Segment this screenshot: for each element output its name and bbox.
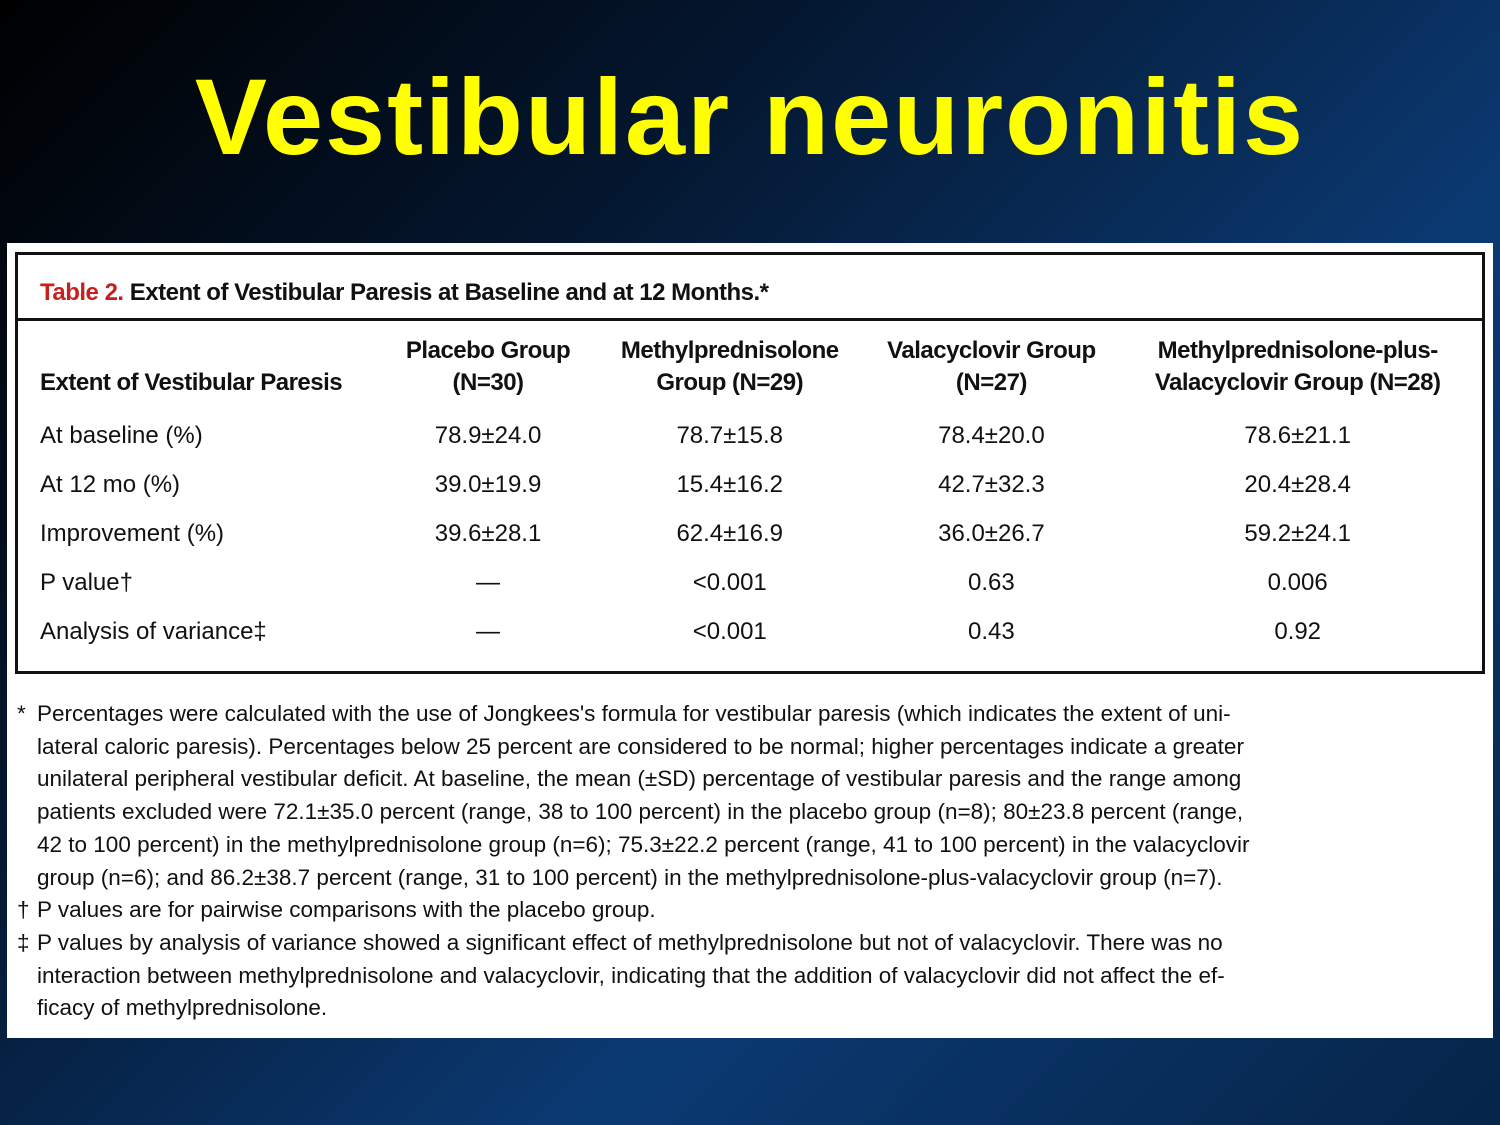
- table-cell: 36.0±26.7: [938, 519, 1045, 547]
- row-label: Improvement (%): [40, 519, 225, 547]
- data-table: Extent of Vestibular Paresis Placebo Gro…: [18, 331, 1482, 656]
- table-cell: —: [476, 568, 501, 596]
- table-caption-text: Extent of Vestibular Paresis at Baseline…: [129, 279, 769, 306]
- table-cell: 0.43: [968, 617, 1015, 645]
- column-header: Placebo Group (N=30): [405, 337, 571, 396]
- table-header-row: Extent of Vestibular Paresis Placebo Gro…: [18, 331, 1482, 411]
- table-cell: 78.9±24.0: [434, 421, 542, 449]
- table-frame: Table 2. Extent of Vestibular Paresis at…: [15, 252, 1485, 674]
- table-cell: 78.6±21.1: [1244, 421, 1351, 449]
- table-cell: <0.001: [692, 617, 767, 645]
- table-cell: 62.4±16.9: [676, 519, 784, 547]
- table-figure: Table 2. Extent of Vestibular Paresis at…: [7, 243, 1493, 1038]
- table-cell: 39.6±28.1: [434, 519, 542, 547]
- column-header: Valacyclovir Group (N=27): [887, 337, 1096, 396]
- table-cell: 78.7±15.8: [676, 421, 784, 449]
- column-header: Extent of Vestibular Paresis: [40, 369, 343, 396]
- table-row: At baseline (%) 78.9±24.0 78.7±15.8 78.4…: [18, 411, 1482, 460]
- table-cell: 59.2±24.1: [1244, 519, 1351, 547]
- footnote-line: P values are for pairwise comparisons wi…: [37, 897, 656, 923]
- caption-divider: [18, 318, 1482, 321]
- table-cell: 0.63: [968, 568, 1015, 596]
- footnote-line: P values by analysis of variance showed …: [37, 929, 1223, 955]
- footnote-line: Percentages were calculated with the use…: [37, 701, 1231, 726]
- footnote-dagger: † P values are for pairwise comparisons …: [17, 894, 1477, 927]
- table-cell: 0.92: [1274, 617, 1322, 645]
- row-label: P value†: [40, 568, 133, 596]
- footnote-line: group (n=6); and 86.2±38.7 percent (rang…: [37, 864, 1223, 890]
- footnote-mark: *: [17, 701, 26, 726]
- table-cell: <0.001: [692, 568, 767, 596]
- table-cell: 42.7±32.3: [938, 470, 1045, 498]
- footnote-line: patients excluded were 72.1±35.0 percent…: [37, 799, 1244, 825]
- table-caption-label: Table 2.: [40, 279, 124, 306]
- table-row: Improvement (%) 39.6±28.1 62.4±16.9 36.0…: [18, 509, 1482, 558]
- row-label: At 12 mo (%): [40, 470, 181, 498]
- footnote-line: interaction between methylprednisolone a…: [37, 962, 1225, 988]
- column-header: Methylprednisolone Group (N=29): [620, 337, 839, 396]
- footnote-double-dagger: ‡ P values by analysis of variance showe…: [17, 927, 1477, 1025]
- table-caption: Table 2. Extent of Vestibular Paresis at…: [40, 279, 769, 307]
- footnote-line: unilateral peripheral vestibular deficit…: [37, 766, 1242, 792]
- footnote-line: ficacy of methylprednisolone.: [37, 995, 328, 1021]
- table-row: P value† — <0.001 0.63 0.006: [18, 558, 1482, 607]
- table-cell: 39.0±19.9: [434, 470, 542, 498]
- footnote-mark: †: [17, 897, 30, 923]
- table-cell: 15.4±16.2: [676, 470, 784, 498]
- footnote-asterisk: * Percentages were calculated with the u…: [17, 698, 1477, 894]
- row-label: Analysis of variance‡: [40, 617, 267, 645]
- row-label: At baseline (%): [40, 421, 203, 449]
- table-cell: —: [476, 617, 501, 645]
- column-header: Methylprednisolone-plus- Valacyclovir Gro…: [1154, 337, 1441, 396]
- table-row: At 12 mo (%) 39.0±19.9 15.4±16.2 42.7±32…: [18, 460, 1482, 509]
- footnote-line: 42 to 100 percent) in the methylpredniso…: [37, 831, 1250, 857]
- table-row: Analysis of variance‡ — <0.001 0.43 0.92: [18, 607, 1482, 656]
- footnote-line: lateral caloric paresis). Percentages be…: [37, 733, 1244, 759]
- table-cell: 0.006: [1267, 568, 1328, 596]
- table-cell: 78.4±20.0: [938, 421, 1045, 449]
- table-cell: 20.4±28.4: [1244, 470, 1351, 498]
- footnote-mark: ‡: [17, 929, 30, 955]
- slide-title: Vestibular neuronitis: [194, 56, 1306, 177]
- table-footnotes: * Percentages were calculated with the u…: [17, 698, 1477, 1025]
